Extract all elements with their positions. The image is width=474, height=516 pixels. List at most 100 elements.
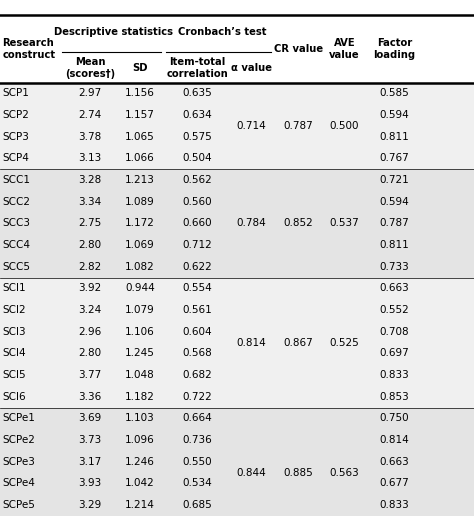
Text: 1.042: 1.042 <box>125 478 155 489</box>
Text: 0.852: 0.852 <box>284 218 313 229</box>
Text: SCP3: SCP3 <box>2 132 29 142</box>
Text: SCPe3: SCPe3 <box>2 457 35 467</box>
Text: 0.714: 0.714 <box>237 121 266 131</box>
Text: SCPe5: SCPe5 <box>2 500 35 510</box>
Text: SCC3: SCC3 <box>2 218 30 229</box>
Text: 2.97: 2.97 <box>78 88 102 99</box>
Text: SCP1: SCP1 <box>2 88 29 99</box>
Text: 2.82: 2.82 <box>78 262 102 272</box>
Text: 0.712: 0.712 <box>182 240 212 250</box>
Text: 2.80: 2.80 <box>79 240 101 250</box>
Text: 0.585: 0.585 <box>380 88 410 99</box>
Text: 0.550: 0.550 <box>182 457 212 467</box>
Text: 1.082: 1.082 <box>125 262 155 272</box>
Text: 3.73: 3.73 <box>78 435 102 445</box>
Text: SCP4: SCP4 <box>2 153 29 164</box>
Text: 0.811: 0.811 <box>380 132 410 142</box>
Text: 0.736: 0.736 <box>182 435 212 445</box>
Bar <box>0 169 474 278</box>
Text: 1.048: 1.048 <box>125 370 155 380</box>
Text: 0.722: 0.722 <box>182 392 212 402</box>
Text: SCC2: SCC2 <box>2 197 30 207</box>
Text: 1.065: 1.065 <box>125 132 155 142</box>
Text: 1.213: 1.213 <box>125 175 155 185</box>
Text: SCI1: SCI1 <box>2 283 26 294</box>
Text: 1.245: 1.245 <box>125 348 155 359</box>
Text: 0.787: 0.787 <box>380 218 410 229</box>
Text: 0.664: 0.664 <box>182 413 212 424</box>
Text: AVE
value: AVE value <box>329 38 360 60</box>
Text: 3.69: 3.69 <box>78 413 102 424</box>
Text: 1.089: 1.089 <box>125 197 155 207</box>
Text: 0.663: 0.663 <box>380 457 410 467</box>
Text: 0.622: 0.622 <box>182 262 212 272</box>
Text: 3.28: 3.28 <box>78 175 102 185</box>
Text: 1.103: 1.103 <box>125 413 155 424</box>
Text: 0.677: 0.677 <box>380 478 410 489</box>
Text: 0.634: 0.634 <box>182 110 212 120</box>
Text: 0.525: 0.525 <box>329 337 359 348</box>
Text: SCP2: SCP2 <box>2 110 29 120</box>
Text: 0.784: 0.784 <box>237 218 266 229</box>
Text: 3.36: 3.36 <box>78 392 102 402</box>
Text: 0.604: 0.604 <box>182 327 212 337</box>
Text: 1.096: 1.096 <box>125 435 155 445</box>
Text: 0.733: 0.733 <box>380 262 410 272</box>
Text: 3.92: 3.92 <box>78 283 102 294</box>
Text: 0.663: 0.663 <box>380 283 410 294</box>
Text: 0.697: 0.697 <box>380 348 410 359</box>
Text: 3.24: 3.24 <box>78 305 102 315</box>
Text: SCI5: SCI5 <box>2 370 26 380</box>
Text: 1.066: 1.066 <box>125 153 155 164</box>
Text: 0.721: 0.721 <box>380 175 410 185</box>
Text: 0.944: 0.944 <box>125 283 155 294</box>
Text: 0.594: 0.594 <box>380 110 410 120</box>
Text: SCI3: SCI3 <box>2 327 26 337</box>
Text: 3.93: 3.93 <box>78 478 102 489</box>
Bar <box>0 278 474 408</box>
Text: SCC1: SCC1 <box>2 175 30 185</box>
Text: Factor
loading: Factor loading <box>374 38 416 60</box>
Text: Research
construct: Research construct <box>2 38 55 60</box>
Text: SCI2: SCI2 <box>2 305 26 315</box>
Text: 0.682: 0.682 <box>182 370 212 380</box>
Text: 0.560: 0.560 <box>182 197 212 207</box>
Text: SCPe4: SCPe4 <box>2 478 35 489</box>
Text: 0.767: 0.767 <box>380 153 410 164</box>
Text: 0.563: 0.563 <box>329 467 359 478</box>
Text: 0.660: 0.660 <box>182 218 212 229</box>
Text: SCI4: SCI4 <box>2 348 26 359</box>
Text: 0.885: 0.885 <box>284 467 313 478</box>
Bar <box>0 408 474 516</box>
Text: 3.13: 3.13 <box>78 153 102 164</box>
Text: 0.575: 0.575 <box>182 132 212 142</box>
Text: 0.708: 0.708 <box>380 327 410 337</box>
Text: 1.157: 1.157 <box>125 110 155 120</box>
Text: 0.594: 0.594 <box>380 197 410 207</box>
Text: 0.561: 0.561 <box>182 305 212 315</box>
Text: 0.787: 0.787 <box>284 121 313 131</box>
Text: 3.17: 3.17 <box>78 457 102 467</box>
Text: 1.079: 1.079 <box>125 305 155 315</box>
Text: 1.069: 1.069 <box>125 240 155 250</box>
Text: 1.172: 1.172 <box>125 218 155 229</box>
Text: 0.552: 0.552 <box>380 305 410 315</box>
Bar <box>0 83 474 169</box>
Text: α value: α value <box>231 63 272 73</box>
Text: 0.833: 0.833 <box>380 370 410 380</box>
Text: 0.537: 0.537 <box>329 218 359 229</box>
Text: 3.29: 3.29 <box>78 500 102 510</box>
Text: 0.504: 0.504 <box>182 153 212 164</box>
Text: 0.685: 0.685 <box>182 500 212 510</box>
Text: CR value: CR value <box>274 44 323 54</box>
Text: 0.534: 0.534 <box>182 478 212 489</box>
Text: 0.750: 0.750 <box>380 413 410 424</box>
Bar <box>0 15 474 83</box>
Text: 2.75: 2.75 <box>78 218 102 229</box>
Text: SCC4: SCC4 <box>2 240 30 250</box>
Text: 2.80: 2.80 <box>79 348 101 359</box>
Text: Mean
(scores†): Mean (scores†) <box>65 57 115 79</box>
Text: 3.34: 3.34 <box>78 197 102 207</box>
Text: 0.500: 0.500 <box>329 121 359 131</box>
Text: 1.214: 1.214 <box>125 500 155 510</box>
